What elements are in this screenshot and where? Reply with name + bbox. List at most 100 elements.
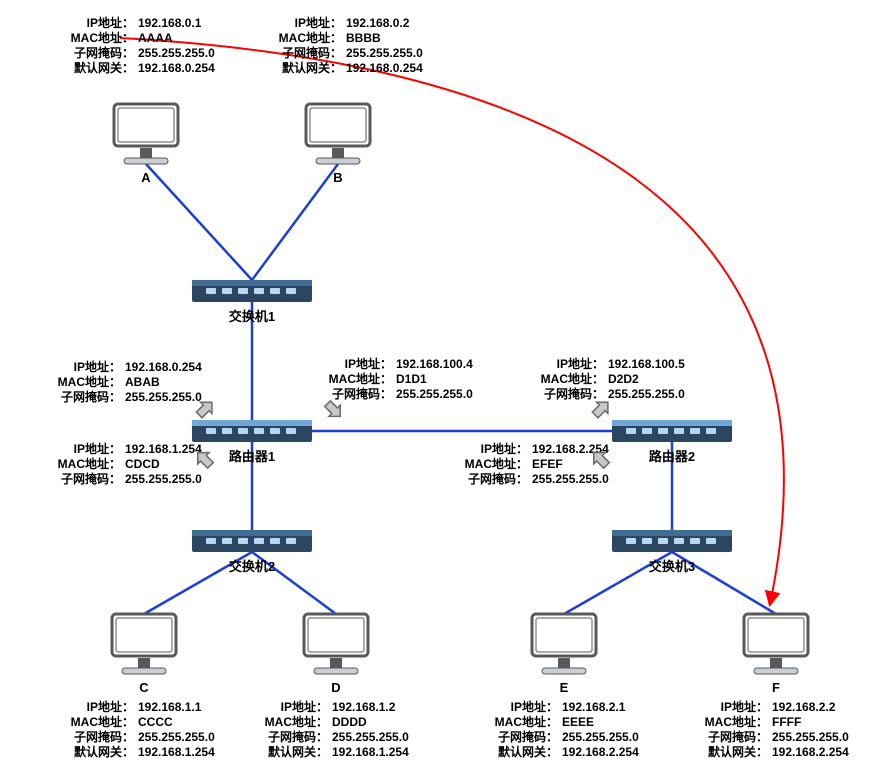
label: MAC地址： [262,715,328,730]
value: 255.255.255.0 [138,46,215,61]
value: 192.168.0.2 [346,16,409,31]
pc-d-label: D [300,680,372,695]
pc-c-label: C [108,680,180,695]
label: MAC地址： [68,715,134,730]
value: 192.168.1.254 [332,745,409,760]
value: 255.255.255.0 [562,730,639,745]
info-r1_down: IP地址：192.168.1.254MAC地址：CDCD子网掩码：255.255… [55,442,202,487]
value: 255.255.255.0 [346,46,423,61]
pc-b: B [302,102,374,185]
value: EFEF [532,457,563,472]
label: 子网掩码： [262,730,328,745]
value: BBBB [346,31,381,46]
value: EEEE [562,715,594,730]
switch-sw3: 交换机3 [612,528,732,575]
label: IP地址： [55,442,121,457]
label: IP地址： [276,16,342,31]
label: 默认网关： [68,61,134,76]
value: 192.168.0.254 [346,61,423,76]
value: D2D2 [608,372,639,387]
value: CCCC [138,715,173,730]
label: IP地址： [326,357,392,372]
info-E: IP地址：192.168.2.1MAC地址：EEEE子网掩码：255.255.2… [492,700,639,760]
value: 192.168.2.254 [562,745,639,760]
pc-e: E [528,612,600,695]
r2-label: 路由器2 [612,446,732,465]
sw2-label: 交换机2 [192,556,312,575]
label: 默认网关： [702,745,768,760]
label: 子网掩码： [68,730,134,745]
info-A: IP地址： 192.168.0.1 MAC地址： AAAA 子网掩码： 255.255.2… [68,16,215,76]
value: 255.255.255.0 [608,387,685,402]
pc-c: C [108,612,180,695]
value: 192.168.100.4 [396,357,473,372]
label: MAC地址： [55,457,121,472]
value: D1D1 [396,372,427,387]
info-C: IP地址： 192.168.1.1 MAC地址： CCCC 子网掩码： 255.255.2… [68,700,215,760]
value: 192.168.1.254 [138,745,215,760]
info-r1_top: IP地址： 192.168.0.254 MAC地址： ABAB 子网掩码： 255.255… [55,360,202,405]
info-r2_down: IP地址：192.168.2.254MAC地址：EFEF子网掩码：255.255… [462,442,609,487]
label: IP地址： [68,16,134,31]
label: 子网掩码： [276,46,342,61]
value: 192.168.2.254 [772,745,849,760]
label: IP地址： [702,700,768,715]
label: MAC地址： [702,715,768,730]
value: 255.255.255.0 [332,730,409,745]
pc-f: F [740,612,812,695]
label: MAC地址： [492,715,558,730]
info-B: IP地址：192.168.0.2MAC地址：BBBB子网掩码：255.255.2… [276,16,423,76]
label: MAC地址： [68,31,134,46]
value: 192.168.100.5 [608,357,685,372]
label: MAC地址： [55,375,121,390]
label: 子网掩码： [68,46,134,61]
label: 子网掩码： [538,387,604,402]
value: 255.255.255.0 [532,472,609,487]
switch-sw1: 交换机1 [192,278,312,325]
value: 192.168.1.254 [125,442,202,457]
label: IP地址： [538,357,604,372]
value: 192.168.1.2 [332,700,395,715]
label: 子网掩码： [702,730,768,745]
pc-b-label: B [302,170,374,185]
label: IP地址： [55,360,121,375]
pc-e-label: E [528,680,600,695]
label: 默认网关： [492,745,558,760]
value: 255.255.255.0 [138,730,215,745]
value: 192.168.2.2 [772,700,835,715]
value: 255.255.255.0 [396,387,473,402]
label: MAC地址： [462,457,528,472]
pc-a: A [110,102,182,185]
label: IP地址： [492,700,558,715]
info-F: IP地址： 192.168.2.2 MAC地址： FFFF 子网掩码： 255.255.2… [702,700,849,760]
label: 子网掩码： [492,730,558,745]
label: 默认网关： [262,745,328,760]
pc-d: D [300,612,372,695]
label: MAC地址： [538,372,604,387]
label: IP地址： [68,700,134,715]
value: 192.168.0.1 [138,16,201,31]
router-r2: 路由器2 [612,418,732,465]
label: 子网掩码： [462,472,528,487]
label: 默认网关： [68,745,134,760]
label: IP地址： [262,700,328,715]
info-D: IP地址：192.168.1.2MAC地址：DDDD子网掩码：255.255.2… [262,700,409,760]
value: 255.255.255.0 [772,730,849,745]
value: 192.168.1.1 [138,700,201,715]
value: 192.168.0.254 [125,360,202,375]
value: FFFF [772,715,801,730]
value: 255.255.255.0 [125,390,202,405]
value: ABAB [125,375,160,390]
sw3-label: 交换机3 [612,556,732,575]
label: 子网掩码： [55,472,121,487]
info-r2_left: IP地址： 192.168.100.5 MAC地址： D2D2 子网掩码： 255.255… [538,357,685,402]
label: 默认网关： [276,61,342,76]
sw1-label: 交换机1 [192,306,312,325]
value: AAAA [138,31,173,46]
label: MAC地址： [326,372,392,387]
value: 192.168.0.254 [138,61,215,76]
label: 子网掩码： [55,390,121,405]
pc-a-label: A [110,170,182,185]
switch-sw2: 交换机2 [192,528,312,575]
pc-f-label: F [740,680,812,695]
